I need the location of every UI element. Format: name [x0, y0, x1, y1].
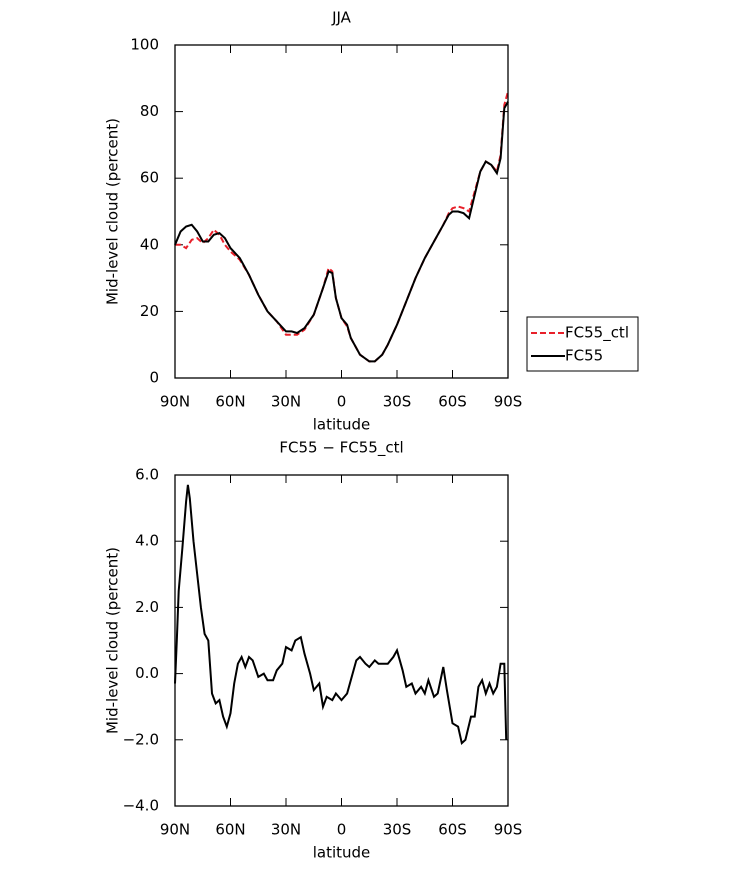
- y-tick-label: 80: [140, 102, 159, 120]
- series-line: [174, 484, 508, 746]
- y-tick-label: 4.0: [135, 532, 159, 550]
- x-tick-label: 60S: [438, 393, 467, 411]
- y-tick-label: −4.0: [123, 797, 159, 815]
- y-tick-label: 2.0: [135, 598, 159, 616]
- y-tick-label: 0.0: [135, 664, 159, 682]
- x-axis-label: latitude: [313, 416, 371, 434]
- x-tick-label: 30S: [383, 393, 412, 411]
- series-line: [174, 101, 509, 363]
- y-tick-label: 60: [140, 169, 159, 187]
- x-tick-label: 0: [337, 393, 347, 411]
- y-tick-label: 100: [130, 36, 159, 54]
- legend-label: FC55_ctl: [565, 324, 629, 343]
- y-tick-label: −2.0: [123, 730, 159, 748]
- x-tick-label: 60N: [215, 821, 245, 839]
- x-tick-label: 90S: [494, 393, 523, 411]
- x-tick-label: 30N: [271, 393, 301, 411]
- x-tick-label: 30N: [271, 821, 301, 839]
- chart-title: JJA: [331, 9, 352, 27]
- plot-frame: [174, 474, 509, 807]
- x-axis-label: latitude: [313, 844, 371, 862]
- x-tick-label: 0: [337, 821, 347, 839]
- y-tick-label: 40: [140, 235, 159, 253]
- y-axis-label: Mid-level cloud (percent): [104, 118, 122, 305]
- legend-label: FC55: [565, 347, 603, 365]
- x-tick-label: 60N: [215, 393, 245, 411]
- x-tick-label: 60S: [438, 821, 467, 839]
- x-tick-label: 90S: [494, 821, 523, 839]
- y-tick-label: 20: [140, 302, 159, 320]
- x-tick-label: 30S: [383, 821, 412, 839]
- x-tick-label: 90N: [160, 821, 190, 839]
- legend-box: [526, 316, 639, 372]
- plot-frame: [174, 44, 509, 379]
- series-line: [175, 91, 509, 363]
- x-tick-label: 90N: [160, 393, 190, 411]
- y-tick-label: 0: [149, 369, 159, 387]
- y-tick-label: 6.0: [135, 466, 159, 484]
- y-axis-label: Mid-level cloud (percent): [104, 547, 122, 734]
- chart-title: FC55 − FC55_ctl: [279, 439, 403, 458]
